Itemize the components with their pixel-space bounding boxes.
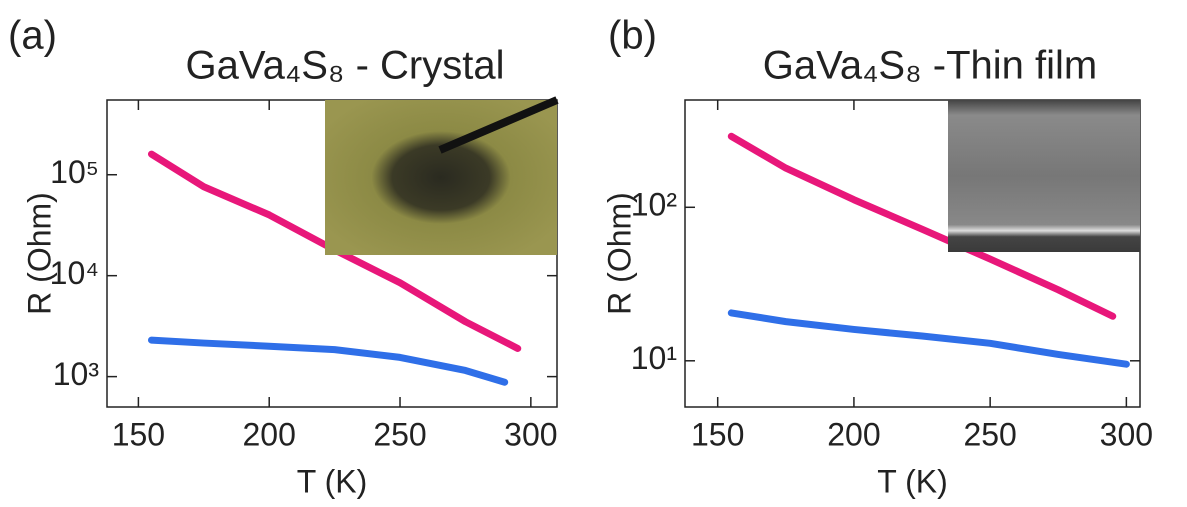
y-tick-label: 10⁴	[50, 255, 99, 291]
chart-title: GaVa₄S₈ - Crystal	[186, 44, 505, 88]
x-tick-label: 250	[963, 416, 1016, 452]
y-tick-label: 10¹	[631, 340, 677, 376]
insets	[325, 96, 1140, 255]
chart-title: GaVa₄S₈ -Thin film	[763, 44, 1097, 88]
panel-label: (b)	[608, 14, 657, 58]
x-tick-label: 200	[827, 416, 880, 452]
series-line	[727, 132, 1117, 320]
x-tick-label: 300	[1100, 416, 1153, 452]
series-line	[147, 336, 509, 386]
x-tick-label: 250	[373, 416, 426, 452]
x-tick-label: 300	[504, 416, 557, 452]
x-axis-label: T (K)	[877, 463, 948, 499]
y-tick-label: 10⁵	[50, 154, 99, 190]
panel-label: (a)	[8, 14, 57, 58]
inset-photo	[325, 100, 557, 255]
x-axis-label: T (K)	[297, 463, 368, 499]
plot-frame	[684, 99, 1141, 408]
y-axis-label: R (Ohm)	[601, 192, 637, 315]
x-tick-label: 150	[112, 416, 165, 452]
inset-sem	[948, 100, 1140, 252]
x-tick-label: 150	[691, 416, 744, 452]
series-line	[727, 309, 1130, 368]
y-tick-label: 10³	[53, 356, 100, 392]
x-tick-label: 200	[243, 416, 296, 452]
probe	[438, 96, 559, 154]
y-tick-label: 10²	[631, 187, 678, 223]
y-axis-label: R (Ohm)	[21, 192, 57, 315]
